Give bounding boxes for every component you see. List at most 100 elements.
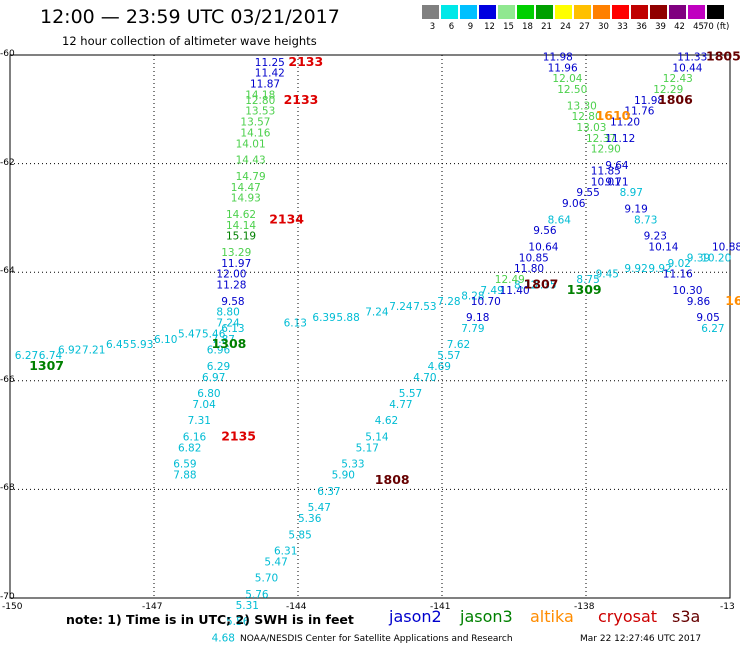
legend-jason3: jason3 <box>460 607 513 626</box>
wave-height-value: 14.01 <box>236 138 266 150</box>
wave-height-value: 5.90 <box>332 470 355 482</box>
legend-swatch <box>479 5 496 19</box>
wave-height-value: 14.47 <box>231 182 261 194</box>
wave-height-value: 4.68 <box>212 632 235 644</box>
wave-height-value: 12.90 <box>591 144 621 156</box>
pass-time-label: 2133 <box>284 92 319 107</box>
legend-cryosat: cryosat <box>598 607 658 626</box>
wave-height-value: 9.06 <box>562 198 586 210</box>
wave-height-value: 4.69 <box>428 361 451 373</box>
legend-value: 15 <box>503 22 514 32</box>
legend-swatch <box>650 5 667 19</box>
wave-height-value: 8.64 <box>548 214 572 226</box>
legend-value: 9 <box>467 22 474 32</box>
legend-value: 70 (ft) <box>703 22 730 32</box>
legend-value: 21 <box>541 22 552 32</box>
wave-height-value: 9.23 <box>644 231 667 243</box>
legend-value: 36 <box>636 22 647 32</box>
legend-swatch <box>593 5 610 19</box>
wave-height-value: 10.14 <box>648 241 678 253</box>
legend-jason2: jason2 <box>389 607 442 626</box>
map-frame <box>9 54 731 599</box>
legend-value: 42 <box>674 22 685 32</box>
legend-swatch <box>688 5 705 19</box>
wave-height-value: 15.19 <box>226 231 256 243</box>
wave-height-value: 6.39 <box>312 312 335 324</box>
wave-height-value: 12.50 <box>557 84 587 96</box>
wave-height-value: 13.03 <box>576 122 606 134</box>
pass-time-label: 1807 <box>524 276 559 291</box>
wave-height-value: 14.14 <box>226 220 256 232</box>
wave-height-value: 5.31 <box>236 600 259 612</box>
wave-height-value: 6.13 <box>284 318 307 330</box>
wave-height-value: 9.55 <box>576 187 599 199</box>
longitude-label: -138 <box>574 602 595 612</box>
wave-height-value: 6.97 <box>202 372 225 384</box>
wave-height-value: 5.88 <box>336 312 359 324</box>
wave-height-value: 12.80 <box>245 95 275 107</box>
wave-height-value: 6.13 <box>221 323 244 335</box>
wave-height-value: 14.79 <box>236 171 266 183</box>
wave-height-value: 5.56 <box>226 616 250 628</box>
wave-height-value: 12.37 <box>586 133 616 145</box>
wave-height-value: 7.04 <box>192 399 216 411</box>
wave-height-value: 11.25 <box>255 57 285 69</box>
wave-height-value: 10.20 <box>701 252 731 264</box>
longitude-label: -141 <box>430 602 451 612</box>
wave-height-value: 9.02 <box>668 258 691 270</box>
wave-height-value: 8.28 <box>461 290 484 302</box>
wave-height-value: 7.87 <box>212 334 235 346</box>
latitude-label: -70 <box>0 592 15 602</box>
legend-swatch <box>441 5 458 19</box>
wave-height-value: 14.93 <box>231 193 261 205</box>
pass-time-label: 1309 <box>567 282 602 297</box>
wave-height-value: 7.35 <box>533 279 556 291</box>
wave-height-value: 9.39 <box>687 252 710 264</box>
wave-height-value: 13.30 <box>567 100 597 112</box>
wave-height-value: 9.58 <box>221 296 244 308</box>
wave-height-value: 8.97 <box>620 187 643 199</box>
wave-height-value: 5.57 <box>437 350 460 362</box>
legend-swatch <box>536 5 553 19</box>
wave-height-value: 11.98 <box>634 95 664 107</box>
pass-time-label: 2135 <box>221 429 256 444</box>
wave-height-value: 8.73 <box>634 214 657 226</box>
pass-time-label: 1610 <box>596 108 631 123</box>
credit-line: NOAA/NESDIS Center for Satellite Applica… <box>240 634 513 644</box>
wave-height-value: 8.12 <box>514 279 537 291</box>
latitude-label: -66 <box>0 374 15 385</box>
generated-timestamp: Mar 22 12:27:46 UTC 2017 <box>580 634 702 644</box>
wave-height-value: 5.14 <box>365 432 389 444</box>
latitude-label: -60 <box>0 49 15 59</box>
legend-swatch <box>707 5 724 19</box>
wave-height-value: 7.24 <box>389 301 413 313</box>
wave-height-value: 10.44 <box>672 62 702 74</box>
legend-swatch <box>517 5 534 19</box>
wave-height-value: 5.33 <box>341 459 364 471</box>
wave-height-value: 9.92 <box>624 263 647 275</box>
pass-time-label: 1307 <box>29 358 64 373</box>
legend-swatch <box>669 5 686 19</box>
wave-height-value: 13.29 <box>221 247 251 259</box>
chart-subtitle: 12 hour collection of altimeter wave hei… <box>62 34 317 48</box>
wave-height-value: 6.45 <box>106 339 129 351</box>
wave-height-value: 6.27 <box>15 350 38 362</box>
wave-height-value: 5.93 <box>130 339 153 351</box>
wave-height-value: 14.62 <box>226 209 256 221</box>
legend-swatch <box>555 5 572 19</box>
latitude-label: -62 <box>0 157 15 168</box>
wave-height-value: 8.80 <box>216 307 239 319</box>
wave-height-value: 9.05 <box>696 312 719 324</box>
wave-height-value: 12.43 <box>663 73 693 85</box>
wave-height-value: 6.59 <box>173 459 196 471</box>
wave-height-value: 6.16 <box>183 432 207 444</box>
wave-height-value: 9.64 <box>605 160 629 172</box>
wave-height-value: 12.29 <box>653 84 683 96</box>
wave-height-value: 12.49 <box>495 274 525 286</box>
wave-height-value: 13.53 <box>245 106 275 118</box>
pass-time-label: 1806 <box>658 92 693 107</box>
wave-height-value: 11.16 <box>663 269 693 281</box>
wave-height-value: 5.85 <box>288 529 311 541</box>
latitude-label: -64 <box>0 266 15 277</box>
wave-height-value: 4.70 <box>413 372 436 384</box>
